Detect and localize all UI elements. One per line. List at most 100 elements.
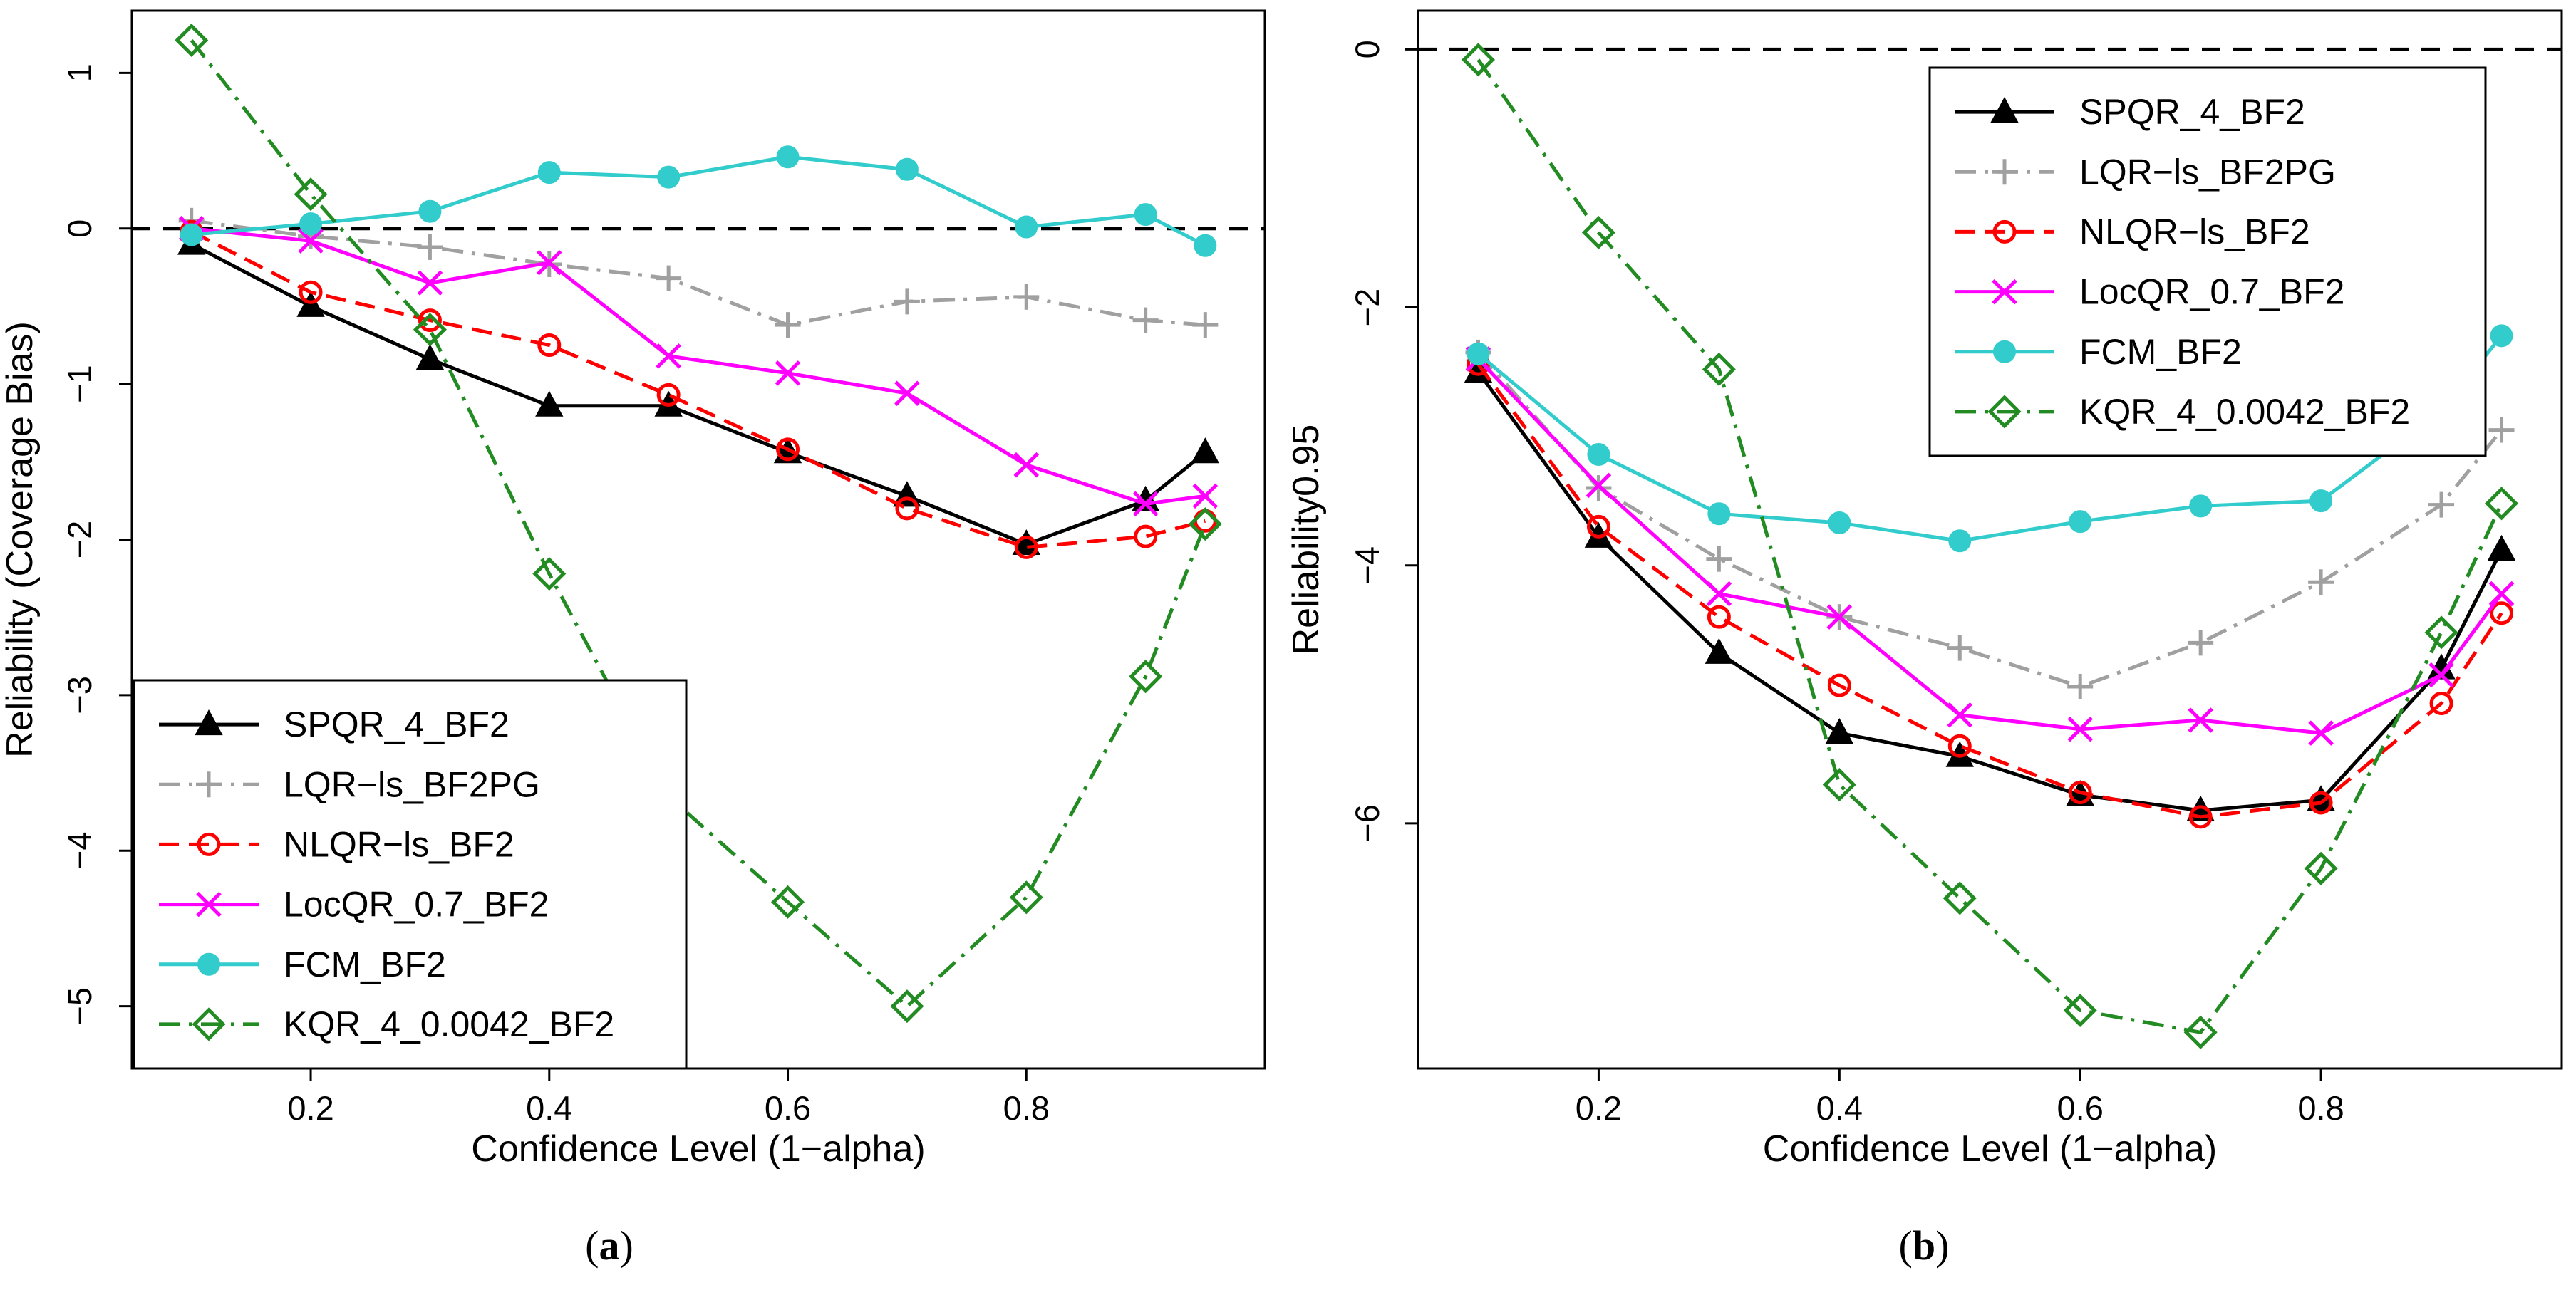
panel-b-series-5 xyxy=(1461,43,2519,1049)
panel-a-data-point xyxy=(296,291,325,317)
panel-a-data-point xyxy=(1013,452,1040,478)
panel-b-data-point xyxy=(1943,881,1977,915)
panel-b-data-point xyxy=(2429,691,2453,715)
panel-b-legend-marker xyxy=(1992,219,2017,244)
panel-a-series-3 xyxy=(178,215,1219,517)
panel-b-series-line xyxy=(1476,58,2503,1035)
panel-a-data-point xyxy=(1131,485,1160,511)
panel-a-xtick-label: 0.2 xyxy=(287,1089,333,1127)
panel-a-series-0 xyxy=(177,229,1220,556)
panel-b-data-point xyxy=(1707,502,1731,526)
panel-b-data-point xyxy=(1827,673,1851,697)
panel-b-data-point xyxy=(2188,630,2214,656)
panel-a-data-point xyxy=(1134,203,1157,227)
panel-b-xtick-label: 0.8 xyxy=(2297,1089,2344,1127)
panel-b-data-point xyxy=(2484,487,2519,521)
panel-a-series-line xyxy=(190,38,1207,1009)
panel-b-data-point xyxy=(2304,851,2338,885)
panel-a-data-point xyxy=(890,989,924,1024)
panel-a-ytick-label: 1 xyxy=(61,63,98,82)
panel-a-data-point xyxy=(175,23,209,58)
panel-a-legend-marker xyxy=(195,709,223,736)
panel-a-data-point xyxy=(895,157,919,181)
panel-a-data-point xyxy=(417,270,443,296)
panel-b-legend-label: LQR−ls_BF2PG xyxy=(2079,152,2336,192)
panel-b-data-point xyxy=(1948,529,1972,553)
panel-a-series-line xyxy=(190,242,1206,546)
panel-a-data-point xyxy=(532,557,567,591)
panel-a: 0.2 0.4 0.6 0.8 1 0 −1 −2 −3 −4 −5 Confidence Level… xyxy=(0,9,1266,1170)
panel-b-data-point xyxy=(2424,615,2458,650)
panel-a-data-point xyxy=(1014,535,1038,559)
panel-a-data-point xyxy=(776,437,800,462)
panel-a-legend-box xyxy=(133,679,688,1070)
panel-a-ytick-label: −2 xyxy=(61,521,98,559)
panel-b-data-point xyxy=(2488,417,2515,443)
panel-b-data-point xyxy=(1702,352,1736,386)
panel-a-legend-label: LocQR_0.7_BF2 xyxy=(284,885,549,925)
panel-b-data-point xyxy=(2428,662,2454,688)
panel-b-legend-label: KQR_4_0.0042_BF2 xyxy=(2079,392,2410,432)
panel-a-series-1 xyxy=(178,207,1219,338)
panel-b-series-line xyxy=(1476,370,2503,813)
panel-b-xtick-label: 0.2 xyxy=(1576,1089,1622,1127)
panel-b-data-point xyxy=(2183,1015,2218,1049)
panel-a-legend-marker xyxy=(196,771,222,798)
panel-a-xtick-label: 0.6 xyxy=(765,1089,811,1127)
panel-b-series-line xyxy=(1476,351,2503,689)
panel-b-data-point xyxy=(2308,720,2334,746)
panel-a-legend-label: SPQR_4_BF2 xyxy=(284,704,509,744)
panel-b-data-point xyxy=(2490,324,2513,348)
panel-a-legend-label: LQR−ls_BF2PG xyxy=(284,764,540,804)
panel-b-legend: SPQR_4_BF2 LQR−ls_BF2PG NLQR−ls_BF2 LocQR_0… xyxy=(1928,66,2487,457)
panel-b-ytick-label: −2 xyxy=(1348,288,1386,327)
panel-a-data-point xyxy=(537,250,562,276)
panel-b-legend-marker xyxy=(1987,395,2022,429)
panel-b-legend-marker xyxy=(1992,159,2017,185)
panel-a-data-point xyxy=(413,313,447,347)
panel-b-data-point xyxy=(1461,43,1496,77)
panel-b-data-point xyxy=(1586,475,1612,501)
panel-a-data-point xyxy=(298,228,324,254)
panel-a-data-point xyxy=(535,390,564,417)
panel-b-legend-marker xyxy=(1993,340,2016,363)
panel-a-ytick-label: −5 xyxy=(61,987,98,1026)
panel-a-data-point xyxy=(299,212,323,236)
panel-b-data-point xyxy=(1826,604,1853,630)
panel-b-legend-label: SPQR_4_BF2 xyxy=(2079,92,2305,132)
panel-a-data-point xyxy=(1134,524,1158,548)
panel-b-ytick-label: 0 xyxy=(1348,40,1386,58)
panel-a-y-axis-label: Reliability (Coverage Bias) xyxy=(0,321,41,758)
panel-a-ytick-label: 0 xyxy=(61,219,98,238)
panel-b: 0.2 0.4 0.6 0.8 0 −2 −4 −6 Confidence Level (1−a… xyxy=(1286,9,2563,1170)
panel-a-data-point xyxy=(537,161,561,184)
panel-a-data-point xyxy=(537,333,562,358)
panel-a-data-point xyxy=(656,343,681,369)
panel-a-legend-marker xyxy=(196,891,222,917)
panel-b-data-point xyxy=(2067,716,2093,742)
panel-a-data-point xyxy=(180,223,203,246)
panel-b-data-point xyxy=(2063,993,2097,1028)
panel-b-data-point xyxy=(1828,511,1851,534)
panel-a-data-point xyxy=(656,265,682,291)
panel-a-data-point xyxy=(775,312,801,338)
panel-b-data-point xyxy=(2428,491,2455,518)
panel-a-series-line xyxy=(191,155,1206,247)
panel-a-ytick-label: −1 xyxy=(61,365,98,403)
panel-a-ytick-label: −3 xyxy=(61,676,98,714)
panel-a-data-point xyxy=(1009,880,1043,915)
panel-a-data-point xyxy=(895,496,919,521)
panel-a-series-line xyxy=(191,227,1206,506)
panel-b-y-axis-label: Reliability0.95 xyxy=(1286,425,1327,655)
panel-a-series-2 xyxy=(180,219,1217,559)
panel-a-legend-label: KQR_4_0.0042_BF2 xyxy=(284,1004,614,1044)
panel-a-data-point xyxy=(1188,507,1222,541)
panel-b-data-point xyxy=(1947,702,1973,728)
panel-a-data-point xyxy=(415,344,445,370)
panel-b-data-point xyxy=(1705,638,1734,664)
panel-b-plot-frame xyxy=(1417,9,2563,1070)
panel-b-series-2 xyxy=(1466,352,2514,829)
panel-a-data-point xyxy=(294,177,328,212)
panel-a-data-point xyxy=(1191,437,1220,464)
